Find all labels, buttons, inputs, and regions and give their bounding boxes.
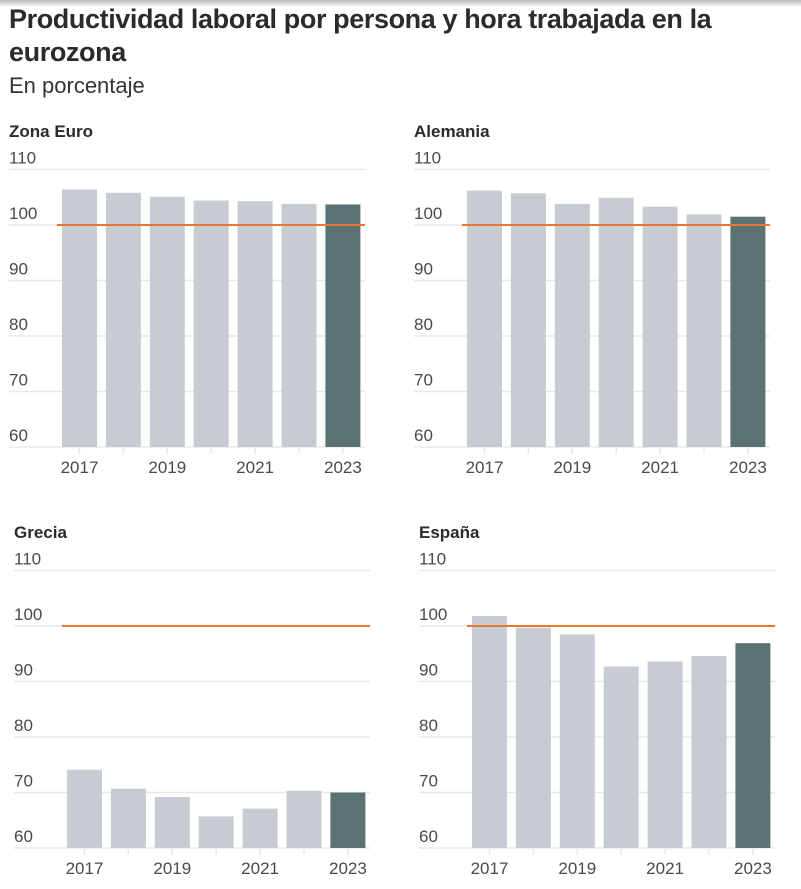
- x-tick-label: 2017: [466, 458, 504, 477]
- bar-2017: [467, 190, 502, 447]
- y-tick-label: 100: [9, 204, 37, 223]
- bar-chart: 60 70 80 90 100 110 2017 2019 2021 2023: [414, 149, 770, 477]
- panel-title: Alemania: [414, 122, 490, 141]
- bar-2022: [286, 790, 322, 848]
- bar-2023: [330, 792, 366, 848]
- bar-2017: [67, 769, 102, 848]
- bar-chart: 60 70 80 90 100 110 2017 2019 2021 2023: [9, 149, 365, 477]
- bar-2022: [691, 655, 727, 848]
- x-tick-label: 2021: [646, 859, 684, 878]
- top-shadow: [0, 0, 801, 7]
- bar-2020: [598, 197, 634, 447]
- bar-2021: [237, 201, 273, 447]
- y-tick-label: 70: [9, 371, 28, 390]
- bar-2021: [242, 808, 278, 848]
- bar-2018: [515, 627, 551, 848]
- bar-2022: [281, 203, 317, 447]
- panel-title: España: [419, 523, 480, 542]
- y-tick-label: 70: [14, 772, 33, 791]
- chart-subtitle: En porcentaje: [9, 73, 145, 98]
- y-tick-label: 110: [414, 149, 441, 168]
- y-tick-label: 80: [14, 716, 33, 735]
- y-tick-label: 100: [419, 605, 447, 624]
- y-tick-label: 60: [419, 827, 438, 846]
- bar-2018: [105, 192, 141, 447]
- bar-2019: [559, 634, 595, 848]
- panel-zona-euro: Zona Euro 60 70 80 90 100 110 2017 2019 2021 2023: [0, 115, 400, 485]
- x-tick-label: 2021: [236, 458, 274, 477]
- bar-2023: [735, 643, 771, 848]
- x-tick-label: 2021: [241, 859, 279, 878]
- bar-2020: [603, 666, 639, 848]
- x-tick-label: 2017: [66, 859, 104, 878]
- panel-alemania: Alemania 60 70 80 90 100 110 2017 2019 2021 2023: [405, 115, 801, 485]
- x-tick-label: 2021: [641, 458, 679, 477]
- bar-2019: [154, 796, 190, 848]
- bar-2023: [325, 204, 361, 447]
- x-tick-label: 2023: [729, 458, 767, 477]
- y-tick-label: 90: [414, 260, 433, 279]
- y-tick-label: 70: [419, 772, 438, 791]
- y-tick-label: 60: [414, 426, 433, 445]
- bar-2017: [472, 616, 507, 848]
- panel-title: Zona Euro: [9, 122, 94, 141]
- x-tick-label: 2019: [148, 458, 186, 477]
- y-tick-label: 90: [419, 661, 438, 680]
- y-tick-label: 90: [9, 260, 28, 279]
- y-tick-label: 90: [14, 661, 33, 680]
- bar-2023: [730, 216, 766, 447]
- x-tick-label: 2023: [734, 859, 772, 878]
- y-tick-label: 110: [9, 149, 36, 168]
- bar-2020: [198, 816, 234, 848]
- x-tick-label: 2019: [153, 859, 191, 878]
- panel-espana: España 60 70 80 90 100 110 2017 2019 2021 2023: [410, 516, 801, 886]
- y-tick-label: 100: [414, 204, 442, 223]
- bar-2019: [149, 196, 185, 447]
- x-tick-label: 2019: [558, 859, 596, 878]
- bar-2018: [110, 788, 146, 848]
- x-tick-label: 2019: [553, 458, 591, 477]
- bar-2019: [554, 203, 590, 447]
- y-tick-label: 110: [419, 550, 446, 569]
- chart-title: Productividad laboral por persona y hora…: [9, 4, 712, 67]
- panel-title: Grecia: [14, 523, 67, 542]
- bar-chart: 60 70 80 90 100 110 2017 2019 2021 2023: [419, 550, 775, 878]
- x-tick-label: 2017: [61, 458, 99, 477]
- bar-2018: [510, 193, 546, 447]
- bar-2021: [642, 206, 678, 447]
- x-tick-label: 2017: [471, 859, 509, 878]
- bar-2022: [686, 214, 722, 447]
- panel-grecia: Grecia 60 70 80 90 100 110 2017 2019 2021 2023: [5, 516, 405, 886]
- x-tick-label: 2023: [329, 859, 367, 878]
- x-tick-label: 2023: [324, 458, 362, 477]
- y-tick-label: 100: [14, 605, 42, 624]
- y-tick-label: 80: [9, 315, 28, 334]
- bar-2021: [647, 661, 683, 848]
- y-tick-label: 110: [14, 550, 41, 569]
- bar-chart: 60 70 80 90 100 110 2017 2019 2021 2023: [14, 550, 370, 878]
- bar-2017: [62, 189, 97, 447]
- bar-2020: [193, 200, 229, 447]
- y-tick-label: 60: [14, 827, 33, 846]
- y-tick-label: 60: [9, 426, 28, 445]
- y-tick-label: 80: [414, 315, 433, 334]
- y-tick-label: 70: [414, 371, 433, 390]
- y-tick-label: 80: [419, 716, 438, 735]
